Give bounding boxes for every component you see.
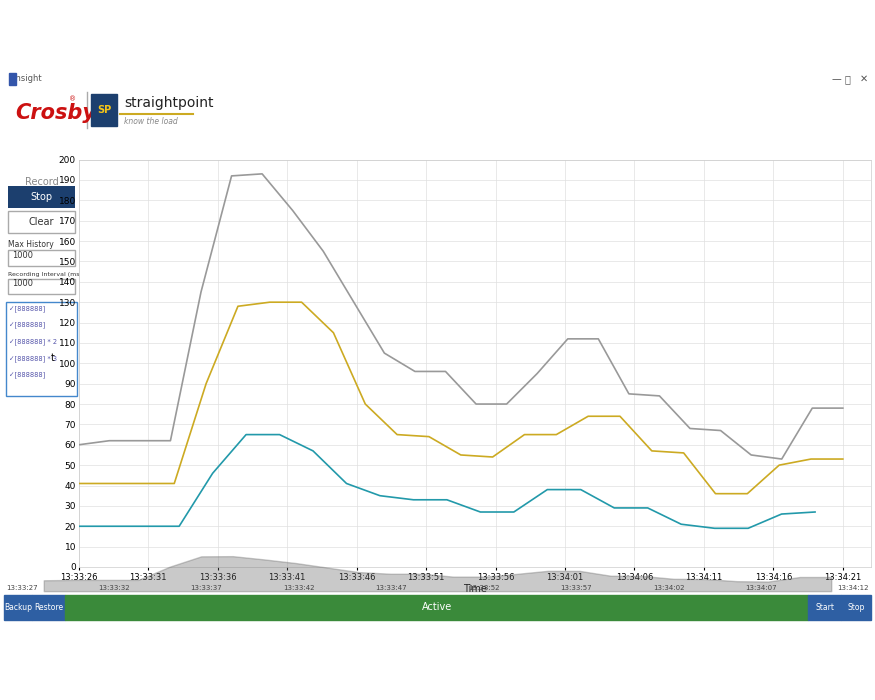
FancyBboxPatch shape (8, 279, 75, 294)
Text: ⬜: ⬜ (828, 140, 836, 153)
FancyBboxPatch shape (6, 302, 77, 396)
Text: ✓[888888]: ✓[888888] (9, 372, 45, 379)
Text: ⚖: ⚖ (752, 140, 764, 153)
Text: straightpoint: straightpoint (124, 97, 214, 111)
Text: 🖼: 🖼 (612, 140, 619, 153)
Bar (4, 595, 32, 620)
Bar (65, 595, 809, 620)
Y-axis label: t: t (52, 354, 55, 363)
Bar (32, 595, 65, 620)
Text: 13:33:32: 13:33:32 (98, 584, 130, 591)
Text: 13:33:37: 13:33:37 (191, 584, 222, 591)
Text: ☰: ☰ (38, 140, 49, 153)
Text: 🔧: 🔧 (183, 140, 190, 153)
Text: Active: Active (422, 602, 452, 612)
X-axis label: Time: Time (463, 584, 486, 594)
Text: ✓[888888]: ✓[888888] (9, 305, 45, 312)
Text: Crosby: Crosby (15, 102, 95, 122)
Text: 1000: 1000 (12, 279, 33, 288)
FancyBboxPatch shape (8, 186, 75, 209)
Text: 13:34:07: 13:34:07 (746, 584, 777, 591)
FancyBboxPatch shape (8, 250, 75, 265)
FancyBboxPatch shape (8, 211, 75, 233)
Text: ✕: ✕ (859, 74, 867, 84)
Text: 13:33:47: 13:33:47 (375, 584, 407, 591)
Text: Clear: Clear (29, 216, 54, 227)
Text: 1000: 1000 (12, 251, 33, 260)
Text: —: — (831, 74, 842, 84)
Text: ®: ® (69, 96, 76, 102)
Text: ✓[888888]: ✓[888888] (9, 321, 45, 328)
Text: Start: Start (816, 603, 834, 612)
Text: 13:34:12: 13:34:12 (837, 584, 869, 591)
Text: Record: Record (24, 177, 59, 187)
Bar (841, 595, 871, 620)
Text: Stop: Stop (847, 603, 864, 612)
Text: 13:33:27: 13:33:27 (6, 584, 38, 591)
Bar (9, 73, 16, 85)
Text: ✓[888888] * 3: ✓[888888] * 3 (9, 355, 57, 362)
Text: 13:34:02: 13:34:02 (653, 584, 684, 591)
Text: Max History: Max History (8, 240, 54, 249)
Text: ▐▌: ▐▌ (463, 140, 482, 153)
Text: ((·)): ((·)) (318, 140, 341, 153)
Text: know the load: know the load (124, 117, 178, 126)
Text: Insight: Insight (13, 74, 42, 83)
Text: 13:33:57: 13:33:57 (560, 584, 592, 591)
Text: SP: SP (97, 105, 111, 116)
Text: ✓[888888] * 2: ✓[888888] * 2 (9, 338, 57, 345)
Legend: [888888], [888888], [888888] * 2, [888888] * 3, [888888]: [888888], [888888], [888888] * 2, [88888… (314, 608, 635, 622)
Bar (91, 94, 117, 126)
Bar (808, 595, 841, 620)
Text: Restore: Restore (34, 603, 63, 612)
Text: 13:33:42: 13:33:42 (284, 584, 315, 591)
Text: Backup: Backup (4, 603, 32, 612)
Text: 13:33:52: 13:33:52 (468, 584, 500, 591)
Text: Stop: Stop (31, 192, 52, 202)
Text: Recording Interval (ms): Recording Interval (ms) (8, 272, 82, 276)
Text: ⬜: ⬜ (844, 74, 850, 84)
